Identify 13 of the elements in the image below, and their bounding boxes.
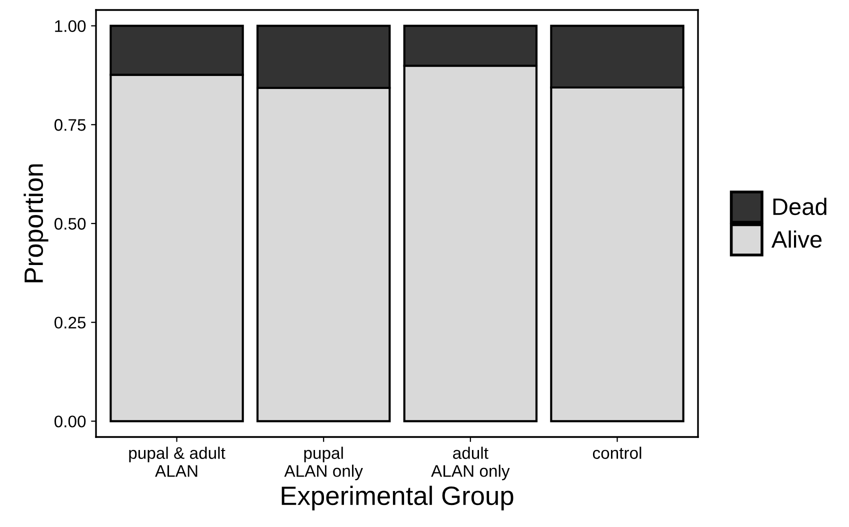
y-tick-label: 1.00 bbox=[55, 20, 86, 32]
y-tick-label: 0.25 bbox=[54, 316, 86, 329]
x-tick-label: control bbox=[592, 446, 642, 459]
x-tick-label: pupal ALAN only bbox=[284, 446, 363, 480]
x-tick-label: pupal & adult ALAN bbox=[129, 446, 226, 477]
legend-label: Alive bbox=[771, 230, 822, 248]
x-tick-label: adult ALAN only bbox=[431, 446, 510, 480]
y-axis-title: Proportion bbox=[24, 164, 48, 282]
y-tick-label: 0.50 bbox=[54, 218, 86, 230]
y-tick-label: 0.00 bbox=[54, 416, 86, 428]
x-axis-title: Experimental Group bbox=[282, 486, 514, 510]
y-tick-label: 0.75 bbox=[54, 119, 86, 131]
legend-label: Dead bbox=[773, 198, 826, 216]
